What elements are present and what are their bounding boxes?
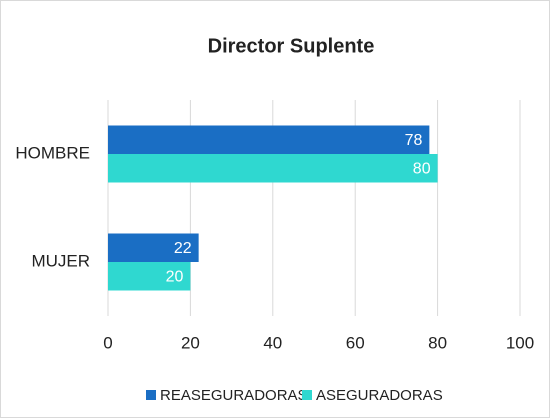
value-label: 78: [405, 132, 423, 149]
x-tick-label: 20: [181, 333, 200, 352]
x-tick-label: 0: [103, 333, 112, 352]
bar: [108, 125, 430, 154]
value-label: 22: [174, 240, 192, 257]
legend-swatch: [302, 390, 312, 400]
legend-swatch: [146, 390, 156, 400]
value-label: 80: [413, 160, 431, 177]
y-tick-label: HOMBRE: [15, 143, 90, 162]
x-tick-label: 60: [346, 333, 365, 352]
value-label: 20: [166, 268, 184, 285]
x-tick-label: 100: [506, 333, 534, 352]
x-tick-label: 40: [263, 333, 282, 352]
bar: [108, 154, 438, 183]
legend-label: ASEGURADORAS: [316, 387, 443, 404]
chart-title: Director Suplente: [208, 35, 375, 57]
y-tick-label: MUJER: [31, 251, 90, 270]
legend-label: REASEGURADORAS: [160, 387, 308, 404]
x-tick-label: 80: [428, 333, 447, 352]
bar: [108, 233, 199, 262]
bar: [108, 262, 191, 291]
